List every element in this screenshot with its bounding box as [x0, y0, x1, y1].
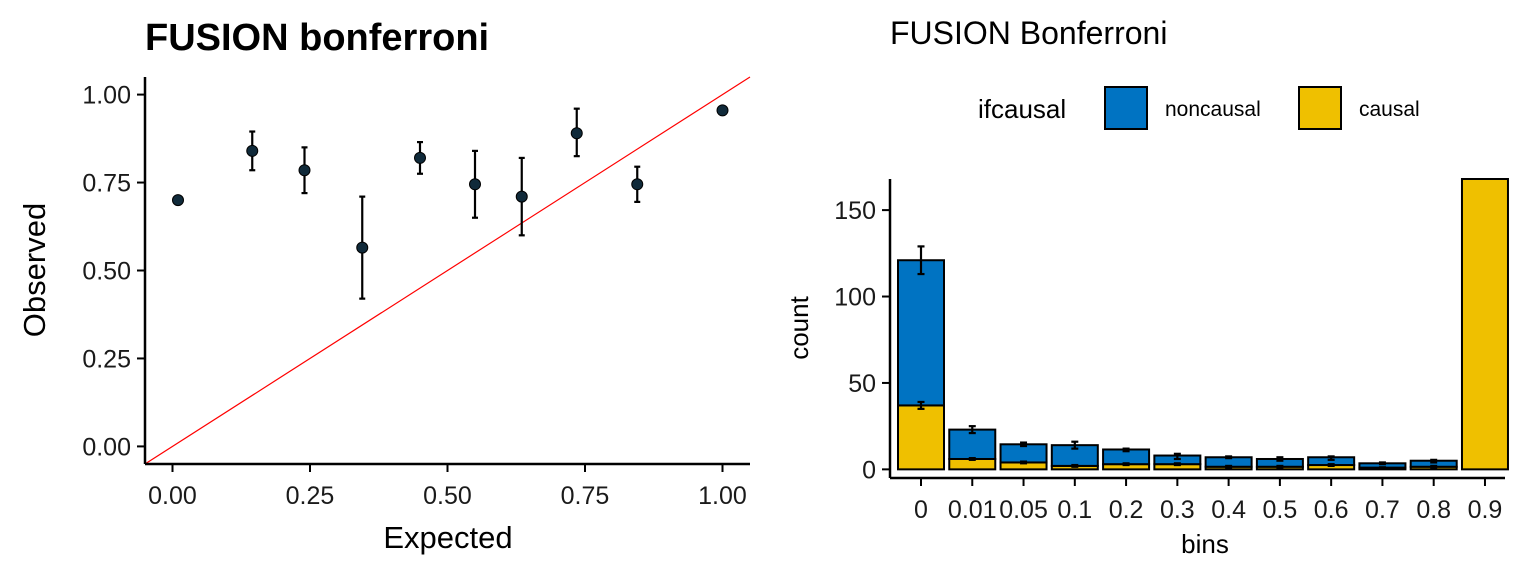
bar-y-tick-label: 150	[834, 197, 876, 225]
qq-point	[570, 127, 583, 140]
legend-label-noncausal: noncausal	[1165, 98, 1261, 121]
qq-point	[469, 178, 481, 191]
legend-label-causal: causal	[1359, 98, 1420, 121]
qq-y-tick-label: 0.00	[82, 433, 131, 461]
qq-y-tick-label: 0.50	[82, 258, 131, 286]
legend-title: ifcausal	[978, 94, 1066, 124]
qq-title: FUSION bonferroni	[145, 17, 489, 59]
qq-point	[298, 164, 311, 177]
qq-point	[631, 178, 644, 191]
bar-x-tick-label: 0.8	[1416, 496, 1451, 524]
qq-reference-line	[144, 76, 751, 465]
qq-x-tick-label: 0.25	[286, 482, 335, 510]
bar-x-tick-label: 0.2	[1109, 496, 1144, 524]
bar-x-tick-label: 0.5	[1263, 496, 1298, 524]
qq-x-axis-title: Expected	[383, 520, 512, 555]
qq-x-tick-label: 0.50	[423, 482, 472, 510]
bar-x-tick-label: 0.6	[1314, 496, 1349, 524]
qq-x-tick-label: 0.75	[561, 482, 610, 510]
qq-panel: FUSION bonferroni 0.00 0.25 0.50 0.75 1.00 0…	[17, 17, 751, 555]
legend-swatch-causal	[1298, 86, 1342, 130]
qq-point	[515, 190, 528, 203]
bar-x-tick-label: 0.3	[1160, 496, 1195, 524]
qq-point	[172, 194, 184, 207]
bar-x-tick-label: 0.9	[1468, 496, 1503, 524]
qq-x-tick-label: 0.00	[148, 482, 197, 510]
bar-causal	[1460, 178, 1509, 471]
bar-panel: FUSION Bonferroni ifcausal noncausal cau…	[784, 15, 1509, 559]
qq-point	[414, 151, 426, 164]
qq-x-tick-label: 1.00	[698, 482, 747, 510]
bar-y-tick-label: 0	[862, 456, 876, 484]
qq-y-tick-label: 1.00	[82, 82, 131, 110]
qq-y-axis-title: Observed	[17, 203, 52, 337]
bar-y-tick-label: 100	[834, 284, 876, 312]
qq-point	[716, 104, 729, 117]
legend-swatch-noncausal	[1104, 86, 1148, 130]
bar-x-tick-label: 0	[914, 496, 928, 524]
qq-point	[356, 241, 369, 254]
bar-y-tick-label: 50	[848, 370, 876, 398]
bar-x-tick-label: 0.4	[1211, 496, 1246, 524]
bar-x-tick-label: 0.05	[999, 496, 1048, 524]
qq-y-tick-label: 0.25	[82, 345, 131, 373]
bar-noncausal	[897, 259, 945, 407]
qq-y-tick-label: 0.75	[82, 170, 131, 198]
legend: ifcausal noncausal causal	[978, 86, 1420, 130]
bar-y-axis-title: count	[784, 295, 814, 359]
bar-x-tick-label: 0.1	[1057, 496, 1092, 524]
bar-x-axis-title: bins	[1181, 529, 1229, 559]
bar-x-tick-label: 0.7	[1365, 496, 1400, 524]
qq-point	[246, 144, 259, 157]
bar-causal	[897, 404, 945, 471]
bar-title: FUSION Bonferroni	[890, 15, 1167, 51]
bar-x-tick-label: 0.01	[948, 496, 997, 524]
